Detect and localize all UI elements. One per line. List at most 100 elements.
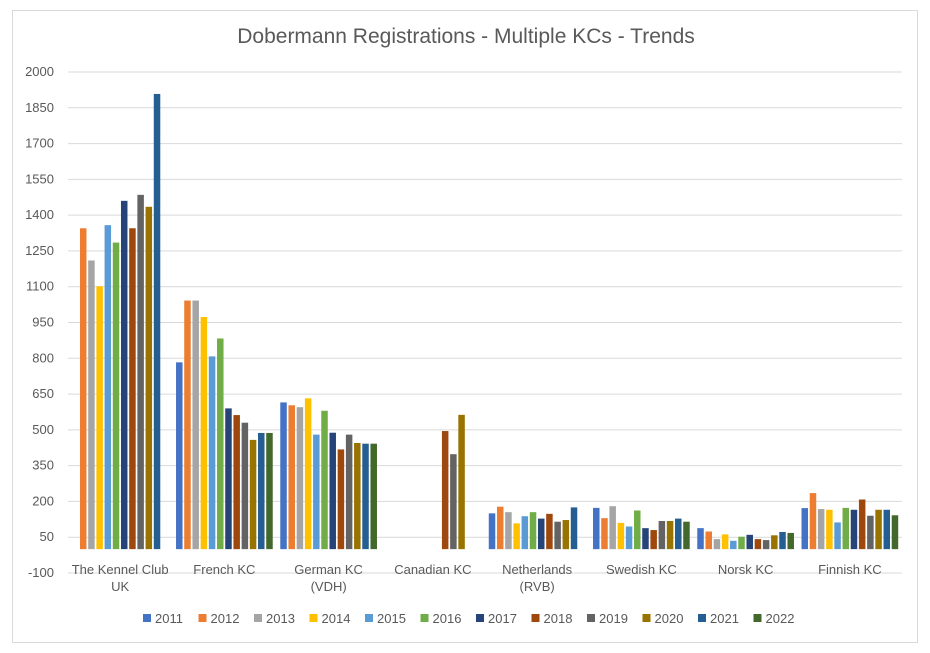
chart-title: Dobermann Registrations - Multiple KCs -…	[237, 25, 695, 48]
bar-2020-7	[875, 509, 882, 550]
bar-2015-4	[521, 516, 529, 550]
bar-2014-4	[513, 523, 520, 550]
bar-2013-6	[713, 539, 721, 550]
bar-2017-7	[850, 509, 858, 550]
bar-2012-1	[184, 300, 191, 550]
bar-2017-0	[120, 200, 128, 550]
bar-2018-4	[546, 513, 553, 550]
legend-swatch	[420, 614, 429, 622]
bar-2017-2	[329, 432, 336, 550]
bar-2021-4	[570, 507, 578, 550]
bar-2020-6	[771, 535, 778, 550]
legend-label: 2021	[710, 611, 739, 626]
bar-2015-5	[625, 526, 633, 550]
bar-2014-0	[96, 286, 103, 550]
bar-2019-2	[345, 434, 353, 550]
bar-2018-7	[858, 499, 866, 550]
category-label: Canadian KC	[394, 562, 471, 577]
category-label: The Kennel Club UK	[72, 562, 169, 594]
bar-2020-4	[562, 520, 570, 550]
legend-label: 2012	[211, 611, 240, 626]
legend-item-2012: 2012	[198, 611, 240, 626]
bar-2020-2	[354, 442, 361, 550]
legend-item-2022: 2022	[753, 611, 795, 626]
x-axis-categories: The Kennel Club UK French KC German KC (VDH)…	[72, 562, 882, 594]
bar-2014-2	[304, 398, 312, 550]
bar-2011-5	[593, 507, 600, 550]
bar-2022-5	[683, 521, 690, 550]
legend-swatch	[365, 614, 373, 622]
bar-2018-2	[337, 449, 345, 550]
bar-2016-7	[842, 507, 850, 550]
y-tick-label: 1700	[25, 136, 54, 151]
bar-2011-1	[176, 362, 183, 550]
y-tick-label: 350	[32, 458, 54, 473]
bar-2021-0	[153, 93, 161, 550]
bar-2020-3	[458, 414, 465, 550]
bar-2017-5	[642, 528, 649, 550]
legend-label: 2019	[599, 611, 628, 626]
bar-2012-5	[601, 518, 608, 550]
bar-2020-1	[249, 439, 257, 550]
bar-2011-7	[801, 508, 809, 550]
bar-2019-7	[867, 515, 874, 550]
legend-label: 2022	[766, 611, 795, 626]
bar-2016-5	[634, 510, 641, 550]
bar-2016-1	[217, 338, 224, 550]
bar-2015-6	[730, 540, 737, 550]
bar-2019-3	[450, 454, 457, 550]
bar-2017-6	[746, 534, 753, 550]
bar-2013-4	[505, 512, 512, 550]
category-label: German KC (VDH)	[294, 562, 363, 594]
bar-2014-7	[826, 509, 833, 550]
bar-2022-6	[787, 532, 794, 550]
legend-swatch	[254, 614, 262, 622]
bar-2021-1	[258, 432, 265, 550]
y-tick-label: 1250	[25, 243, 54, 258]
legend-label: 2020	[655, 611, 684, 626]
legend-swatch	[531, 614, 540, 622]
y-tick-label: 950	[32, 315, 54, 330]
bar-2012-2	[288, 405, 295, 550]
legend-swatch	[143, 614, 151, 622]
bar-2013-1	[192, 300, 199, 550]
bar-2015-1	[208, 356, 216, 550]
bar-2021-2	[362, 443, 369, 550]
legend-swatch	[753, 614, 762, 622]
legend-item-2021: 2021	[698, 611, 739, 626]
legend-swatch	[309, 614, 318, 622]
bar-2021-7	[883, 509, 891, 550]
bar-2021-5	[675, 518, 682, 550]
bar-2013-5	[609, 506, 616, 550]
bar-2011-4	[488, 513, 496, 550]
legend-label: 2011	[155, 611, 183, 626]
bar-2013-0	[88, 260, 95, 550]
legend-item-2014: 2014	[309, 611, 350, 626]
bar-2015-0	[104, 225, 112, 550]
legend-swatch	[698, 614, 706, 622]
y-tick-label: 1400	[25, 207, 54, 222]
bar-2018-1	[233, 415, 240, 550]
y-tick-label: 1550	[25, 171, 54, 186]
legend-label: 2018	[544, 611, 573, 626]
bar-2022-7	[891, 515, 899, 550]
category-label: Netherlands (RVB)	[502, 562, 573, 594]
legend-item-2020: 2020	[642, 611, 684, 626]
category-label: Norsk KC	[718, 562, 774, 577]
legend: 2011 2012 2013 2014 2015 2016 2017 2018 2019 2020…	[143, 611, 794, 626]
bar-2019-4	[554, 521, 561, 550]
y-tick-label: 800	[32, 350, 54, 365]
bar-2020-0	[145, 206, 153, 550]
bar-2019-6	[762, 540, 770, 550]
bar-2019-0	[137, 194, 144, 550]
legend-label: 2016	[433, 611, 462, 626]
bar-2017-4	[537, 518, 545, 550]
y-tick-label: 650	[32, 386, 54, 401]
bar-2012-4	[496, 506, 504, 550]
y-tick-label: 50	[40, 529, 54, 544]
legend-label: 2013	[266, 611, 295, 626]
legend-item-2013: 2013	[254, 611, 295, 626]
bar-2012-6	[705, 531, 712, 550]
category-label: Finnish KC	[818, 562, 882, 577]
bar-2020-5	[666, 520, 674, 550]
